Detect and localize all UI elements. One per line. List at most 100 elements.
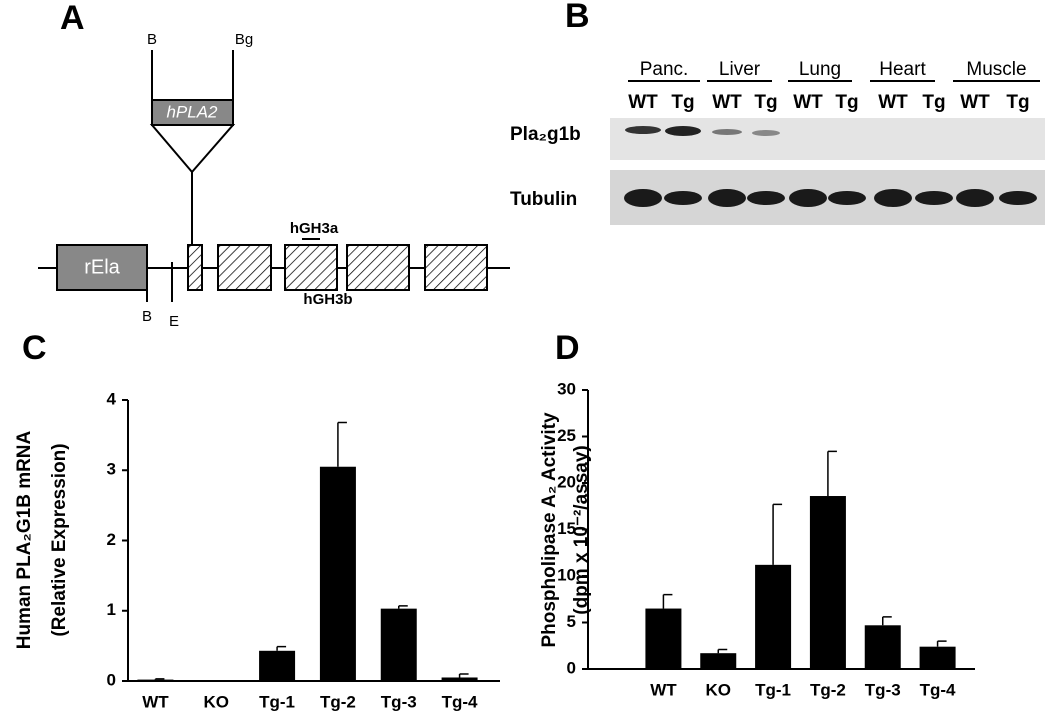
tissue-label: Lung [799,59,841,80]
bar [137,679,174,681]
exon [284,244,338,291]
x-tick-label: Tg-3 [865,680,901,699]
error-bar [827,450,837,497]
x-tick-label: Tg-3 [381,692,417,711]
bar [259,650,296,681]
y-tick-label: 15 [557,519,576,538]
blot [610,118,1045,160]
lane-label: WT [960,92,990,113]
row-label: Pla₂g1b [510,124,581,145]
x-tick-label: KO [204,692,230,711]
y-tick-label: 2 [107,530,116,549]
error-bar [662,593,673,609]
error-bar [717,648,728,654]
lane-label: Tg [671,92,694,113]
band [789,189,827,207]
x-tick-label: Tg-2 [320,692,356,711]
band [747,191,785,205]
x-tick-label: Tg-2 [810,680,846,699]
y-axis-label: Phospholipase A₂ Activity [539,412,560,648]
y-axis-label: (Relative Expression) [49,443,70,636]
site-label: E [169,313,179,330]
bar [864,625,901,669]
lane-label: Tg [922,92,945,113]
panel-label: D [555,329,580,367]
charts: C Human PLA₂G1B mRNA (Relative Expression)… [14,329,975,711]
band [624,189,662,207]
probe-label: hGH3a [290,220,339,237]
panel-b: B Pla₂g1b Tubulin Panc. Liver Lung Heart Mus… [510,0,1045,225]
error-bar [154,678,165,680]
band [999,191,1037,205]
error-bar [337,421,347,467]
site-label: B [147,31,157,48]
band [664,191,702,205]
insert-box [151,99,234,126]
band [874,189,912,207]
band [828,191,866,205]
x-tick-label: WT [650,680,677,699]
panel-label: A [60,0,85,37]
insertion-triangle [149,124,236,174]
y-tick-label: 0 [107,670,116,689]
y-axis-label: Human PLA₂G1B mRNA [14,430,35,649]
error-bar [458,673,469,678]
x-tick-label: Tg-4 [442,692,478,711]
bar [755,564,792,669]
bar [919,646,956,669]
bar [380,608,417,681]
exon [346,244,410,291]
x-tick-label: Tg-1 [259,692,295,711]
y-tick-label: 0 [567,658,576,677]
band [956,189,994,207]
lane-label: WT [712,92,742,113]
band [915,191,953,205]
site-label: Bg [235,31,253,48]
lane-label: Tg [754,92,777,113]
error-bar [882,616,892,626]
lane-label: Tg [835,92,858,113]
panel-label: B [565,0,590,35]
panel-a: A B Bg hPLA2 rEla hGH3a hGH3b B E [38,0,510,330]
exon [187,244,203,291]
probe-label: hGH3b [303,291,352,308]
bar [809,496,846,669]
exon [217,244,272,291]
tissue-label: Muscle [966,59,1026,80]
x-tick-label: KO [706,680,732,699]
band [665,126,701,136]
tissue-label: Heart [879,59,926,80]
row-label: Tubulin [510,189,577,210]
y-tick-label: 25 [557,426,576,445]
band [752,130,780,136]
y-tick-label: 3 [107,460,116,479]
bar [319,466,356,681]
x-tick-label: Tg-1 [755,680,791,699]
band [708,189,746,207]
lane-label: WT [793,92,823,113]
band [712,129,742,135]
exon [424,244,488,291]
bar [441,677,478,681]
tissue-label: Panc. [640,59,689,80]
error-bar [276,645,287,651]
y-tick-label: 5 [567,612,576,631]
lane-label: WT [628,92,658,113]
lane-label: Tg [1006,92,1029,113]
band [625,126,661,134]
bar [700,653,737,669]
y-tick-label: 4 [107,389,117,408]
promoter-box [56,244,148,291]
error-bar [936,640,947,647]
error-bar [772,503,783,565]
lane-label: WT [878,92,908,113]
panel-label: C [22,329,47,367]
site-label: B [142,308,152,325]
x-tick-label: WT [142,692,169,711]
y-tick-label: 10 [557,565,576,584]
y-tick-label: 30 [557,379,576,398]
y-tick-label: 20 [557,472,576,491]
promoter-label: rEla [84,256,120,278]
x-tick-label: Tg-4 [920,680,956,699]
